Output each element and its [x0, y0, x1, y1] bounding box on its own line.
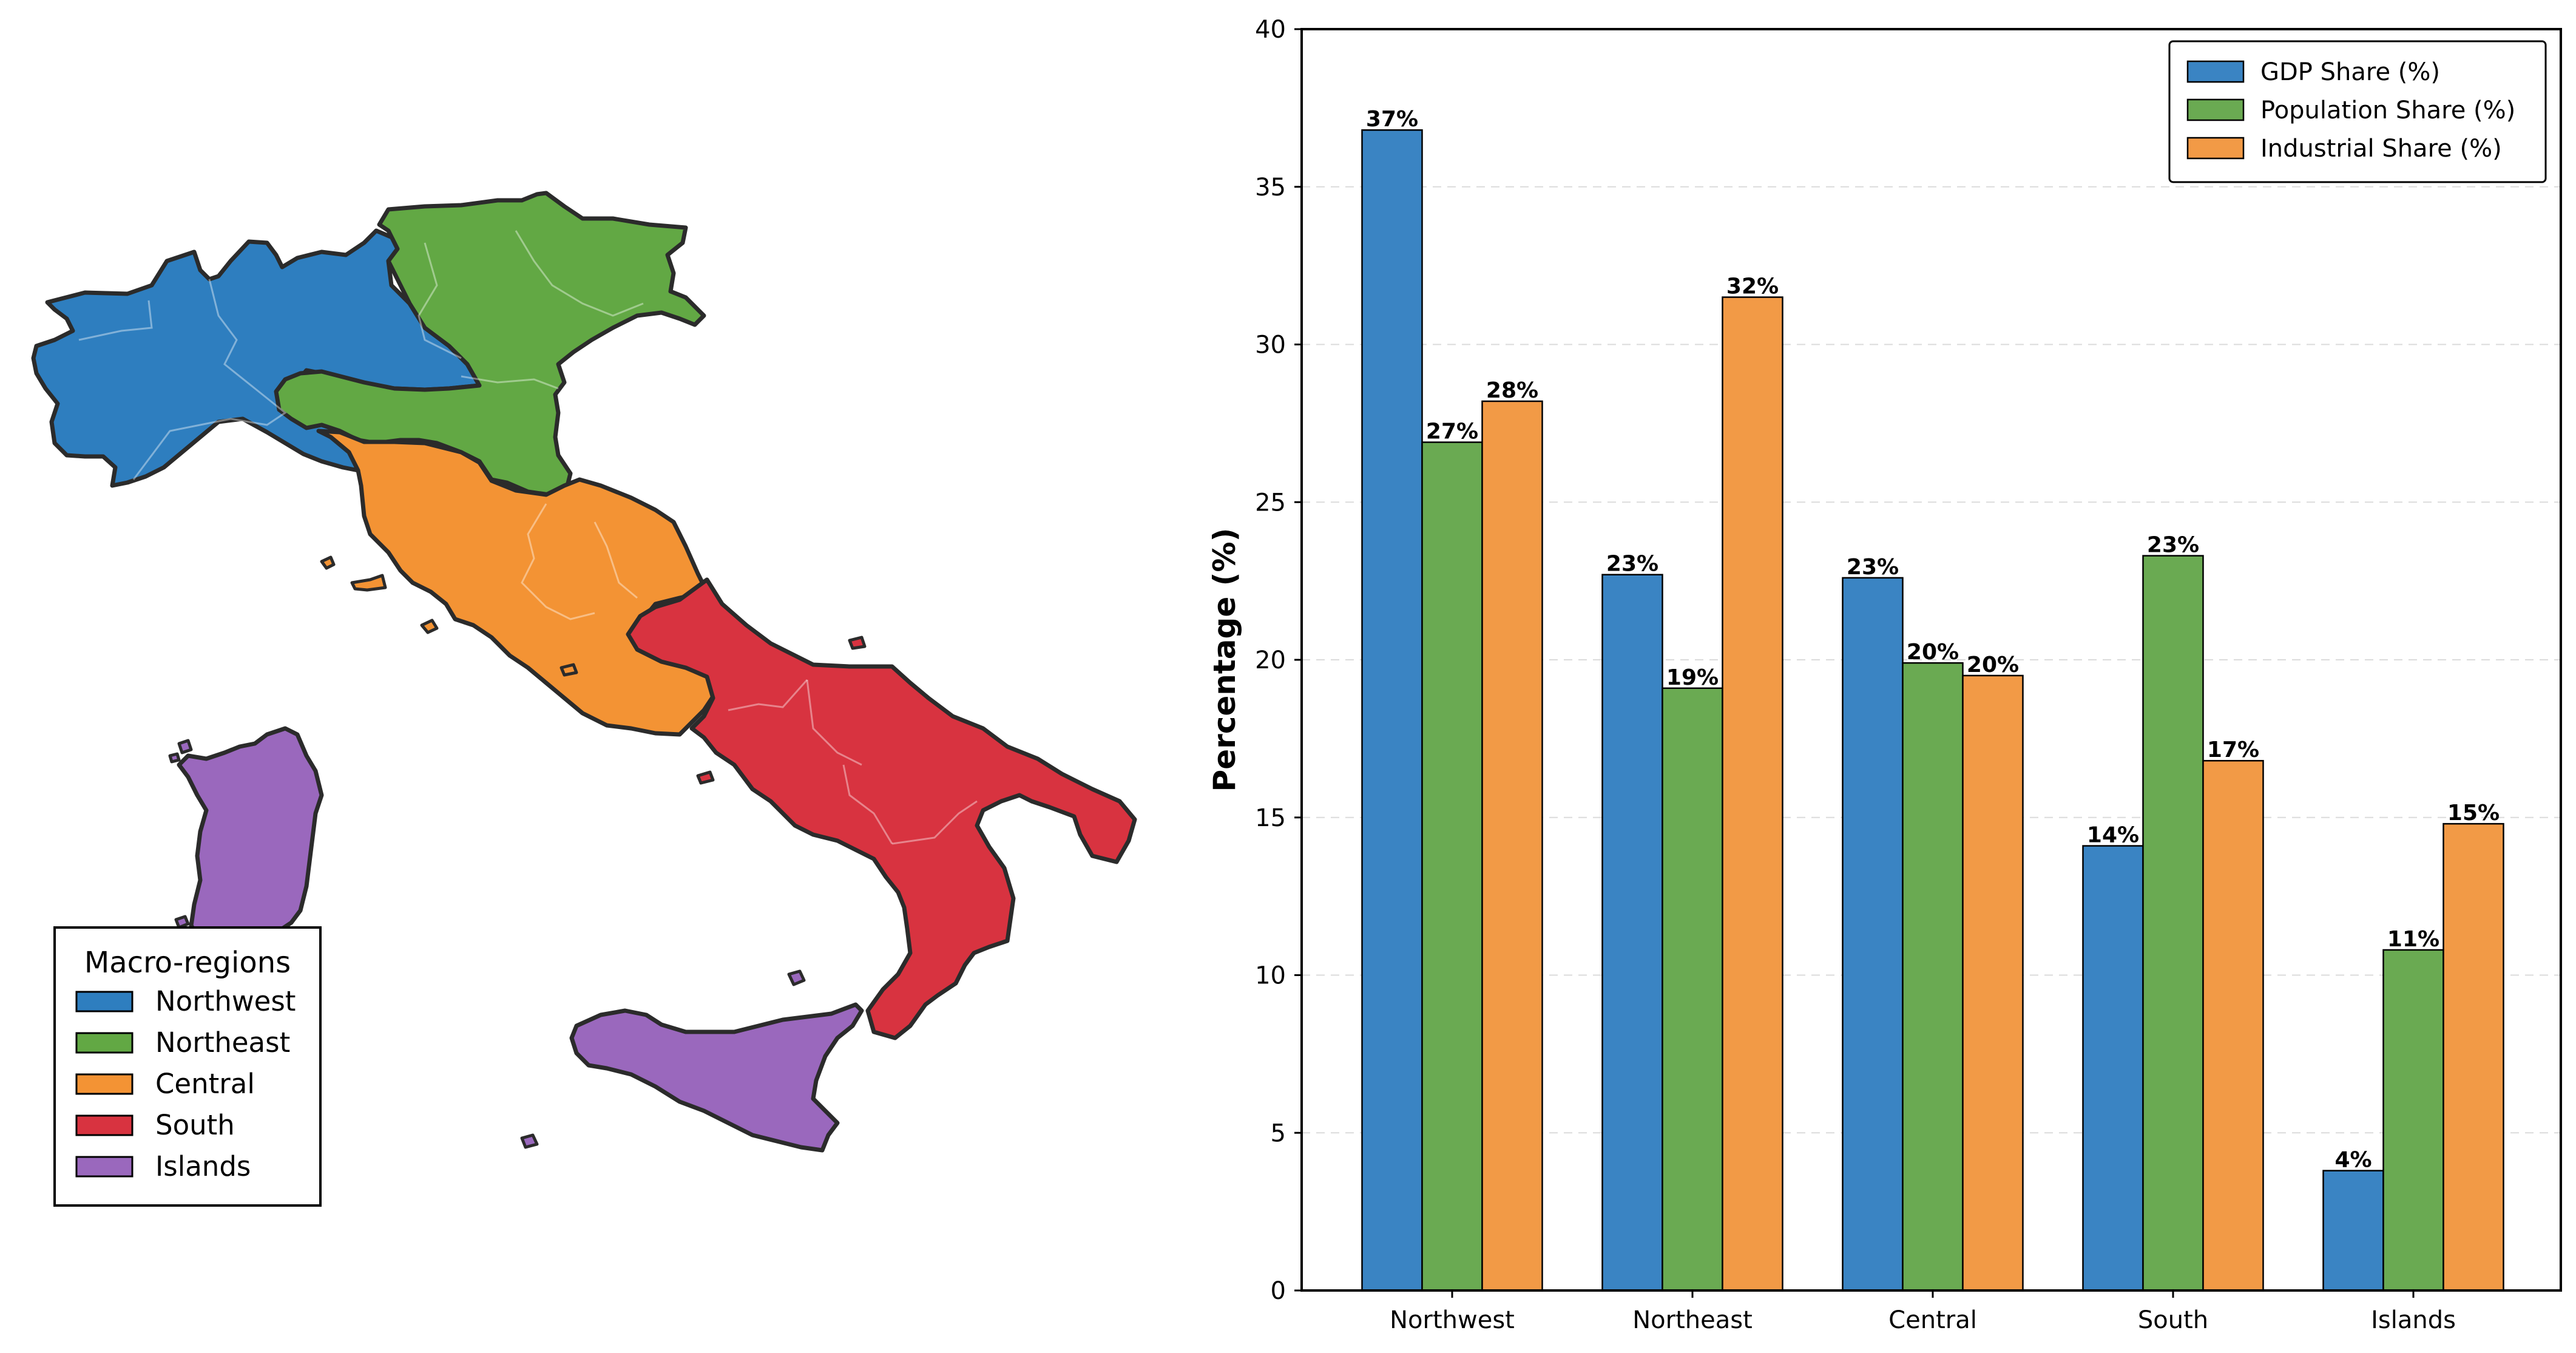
bar-value-label: 28%	[1486, 378, 1538, 403]
bar-northeast-2	[1722, 296, 1783, 1292]
y-tick-label: 20	[1255, 646, 1286, 674]
map-legend-label-central: Central	[155, 1068, 255, 1100]
y-tick-label: 10	[1255, 962, 1286, 990]
chart-legend-label-0: GDP Share (%)	[2260, 58, 2440, 86]
bar-value-label: 20%	[1967, 653, 2019, 677]
small-island	[848, 636, 867, 650]
small-island	[174, 915, 190, 929]
bar-value-label: 15%	[2447, 801, 2500, 826]
chart-legend-swatch-1	[2186, 98, 2245, 121]
x-tick-label-northeast: Northeast	[1632, 1306, 1753, 1334]
map-legend-label-south: South	[155, 1109, 235, 1141]
y-tick-label: 35	[1255, 174, 1286, 202]
y-tick-label: 30	[1255, 331, 1286, 359]
small-island	[350, 574, 387, 592]
y-tick-label: 0	[1271, 1277, 1286, 1305]
bar-value-label: 23%	[1847, 555, 1899, 580]
bar-value-label: 32%	[1726, 274, 1779, 299]
small-island	[177, 739, 193, 754]
bar-value-label: 20%	[1907, 640, 1959, 665]
y-tick-label: 15	[1255, 804, 1286, 832]
region-islands-sicily	[569, 1002, 864, 1153]
map-legend-swatch-south	[75, 1114, 134, 1136]
bar-islands-2	[2442, 822, 2504, 1292]
bar-value-label: 11%	[2387, 927, 2439, 952]
bar-value-label: 17%	[2207, 738, 2259, 762]
map-legend-label-northwest: Northwest	[155, 985, 296, 1017]
map-legend: Macro-regions Northwest Northeast Central S…	[53, 926, 322, 1207]
x-tick-label-central: Central	[1888, 1306, 1977, 1334]
map-legend-title: Macro-regions	[84, 946, 291, 980]
internal-borders	[78, 230, 978, 845]
bar-value-label: 37%	[1366, 107, 1418, 132]
chart-legend-label-1: Population Share (%)	[2260, 97, 2515, 124]
bars	[1361, 129, 2504, 1292]
y-axis-label: Percentage (%)	[1207, 528, 1242, 792]
small-island	[520, 1133, 539, 1149]
small-island	[787, 969, 806, 986]
bar-value-label: 14%	[2087, 823, 2139, 848]
small-island	[559, 663, 578, 677]
bar-value-label: 19%	[1666, 665, 1719, 690]
bar-value-label: 4%	[2334, 1148, 2371, 1173]
region-south	[626, 577, 1137, 1040]
small-island	[420, 619, 439, 634]
bar-northeast-1	[1662, 687, 1723, 1292]
bar-value-label: 27%	[1426, 419, 1478, 444]
bar-chart: 37% 27% 28% 23% 19% 32% 23% 20% 20% 14% 23% 17% 4% 11…	[1207, 16, 2562, 1334]
map-legend-swatch-northwest	[75, 991, 134, 1012]
bar-value-label: 23%	[1606, 552, 1658, 577]
chart-legend-box	[2168, 40, 2547, 183]
y-tick-label: 5	[1271, 1119, 1286, 1147]
map-legend-swatch-northeast	[75, 1032, 134, 1054]
bar-northeast-0	[1601, 574, 1663, 1292]
bar-islands-1	[2382, 949, 2444, 1292]
map-legend-swatch-central	[75, 1073, 134, 1095]
bar-central-2	[1962, 674, 2024, 1292]
bar-central-0	[1842, 577, 1904, 1292]
small-island	[696, 770, 715, 785]
chart-legend-label-2: Industrial Share (%)	[2260, 135, 2502, 163]
small-island	[168, 752, 181, 764]
x-tick-label-islands: Islands	[2371, 1306, 2456, 1334]
bar-central-1	[1902, 662, 1964, 1292]
map-legend-label-northeast: Northeast	[155, 1026, 290, 1059]
region-islands-sardinia	[177, 726, 324, 940]
map-legend-label-islands: Islands	[155, 1150, 251, 1182]
y-tick-label: 40	[1255, 16, 1286, 44]
y-axis-ticks: 0 5 10 15 20 25 30 35 40	[1255, 16, 1302, 1305]
bar-northwest-2	[1481, 400, 1543, 1292]
chart-legend-swatch-2	[2186, 137, 2245, 160]
y-tick-label: 25	[1255, 489, 1286, 517]
chart-legend-swatch-0	[2186, 60, 2245, 83]
map-legend-swatch-islands	[75, 1156, 134, 1178]
x-tick-label-south: South	[2138, 1306, 2208, 1334]
bar-south-0	[2082, 845, 2144, 1292]
x-tick-label-northwest: Northwest	[1390, 1306, 1515, 1334]
bar-south-2	[2202, 759, 2264, 1292]
italy-map	[31, 191, 1137, 1153]
bar-northwest-1	[1421, 441, 1483, 1292]
bar-islands-0	[2322, 1170, 2384, 1292]
bar-northwest-0	[1361, 129, 1423, 1292]
bar-labels: 37% 27% 28% 23% 19% 32% 23% 20% 20% 14% 23% 17% 4% 11…	[1366, 107, 2500, 1172]
chart-legend: GDP Share (%) Population Share (%) Industr…	[2168, 40, 2547, 183]
small-island	[320, 555, 336, 570]
x-axis-ticks: Northwest Northeast Central South Islands	[1390, 1290, 2456, 1334]
bar-south-1	[2142, 555, 2204, 1292]
bar-value-label: 23%	[2147, 533, 2199, 558]
